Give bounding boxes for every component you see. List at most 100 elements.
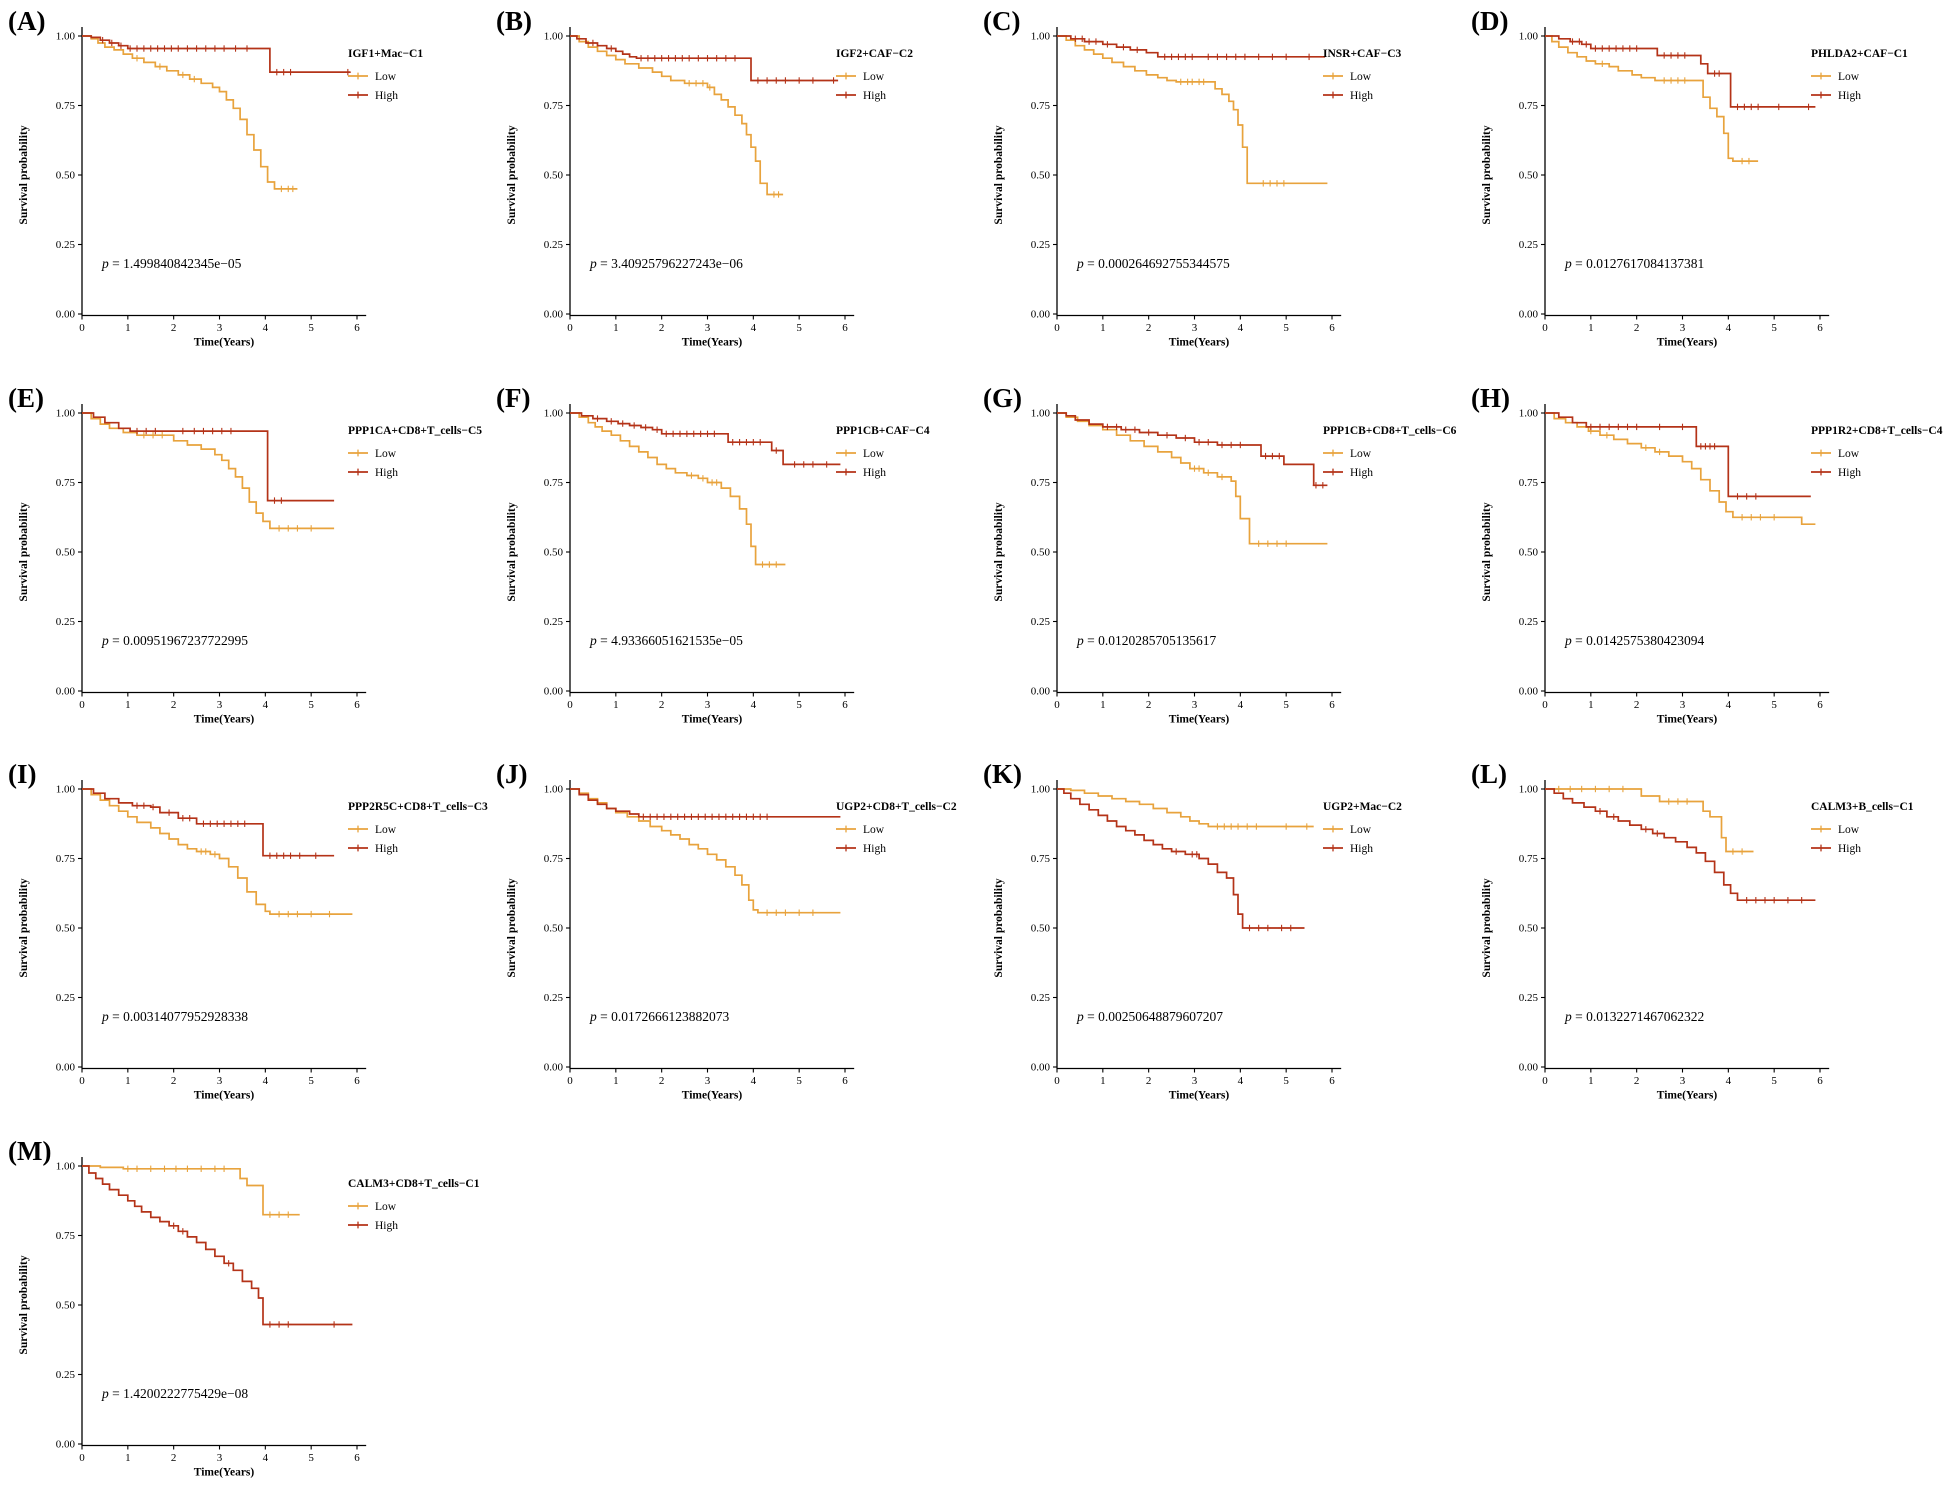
legend: PPP2R5C+CD8+T_cells−C3 Low High	[348, 801, 488, 855]
legend-title: CALM3+CD8+T_cells−C1	[348, 1178, 480, 1190]
km-plot-C: (C) 1.00 0.75 0.50 0.25 0.000 1 2 3 4 5 6 Time(Years…	[983, 6, 1402, 349]
x-tick-label: 5	[308, 322, 314, 334]
x-tick-label: 1	[1588, 322, 1594, 334]
legend-title: UGP2+CD8+T_cells−C2	[836, 801, 957, 813]
x-tick-label: 6	[354, 322, 360, 334]
x-ticks: 0 1 2 3 4 5 6	[1054, 1068, 1335, 1087]
km-plot-H: (H) 1.00 0.75 0.50 0.25 0.00 0 1 2 3 4 5 6 Time(Years…	[1471, 383, 1943, 726]
legend: CALM3+CD8+T_cells−C1 Low High	[348, 1178, 480, 1232]
y-tick-label: 0.25	[56, 992, 76, 1004]
legend-entry-label: High	[1350, 90, 1373, 102]
legend-entry-high: High	[348, 90, 398, 102]
x-tick-label: 4	[750, 699, 756, 711]
legend-entry-high: High	[1810, 467, 1861, 479]
y-tick-label: 0.75	[543, 853, 563, 865]
y-tick-label: 0.00	[1518, 685, 1538, 697]
x-tick-label: 6	[842, 322, 848, 334]
x-tick-label: 2	[1146, 322, 1152, 334]
panel-label: (E)	[8, 383, 44, 413]
y-tick-label: 0.75	[56, 477, 76, 489]
km-panel-B: (B) 1.00 0.75 0.50 0.25 0.00 0 1 2 3 4 5 6 Time(Years…	[488, 0, 976, 377]
legend-entry-low: Low	[1323, 448, 1372, 460]
high-survival-curve	[1544, 411, 1811, 497]
legend-entry-label: High	[863, 90, 886, 102]
axes	[1056, 27, 1342, 317]
x-tick-label: 1	[125, 322, 131, 334]
panel-label: (A)	[8, 6, 45, 36]
x-tick-label: 1	[1100, 322, 1106, 334]
y-tick-label: 0.00	[543, 685, 563, 697]
x-axis-title: Time(Years)	[194, 713, 255, 725]
low-censor-marks	[1214, 823, 1310, 830]
x-tick-label: 4	[1725, 1075, 1731, 1087]
km-plot-B: (B) 1.00 0.75 0.50 0.25 0.00 0 1 2 3 4 5 6 Time(Years…	[496, 6, 913, 349]
low-censor-marks	[133, 55, 297, 193]
low-survival-curve	[1057, 35, 1328, 185]
p-value-text: p = 0.0172666123882073	[589, 1009, 729, 1024]
x-tick-label: 5	[796, 322, 802, 334]
legend-entry-label: High	[375, 1220, 398, 1232]
y-tick-label: 0.75	[1518, 853, 1538, 865]
legend-entry-low: Low	[348, 71, 397, 83]
axes	[568, 27, 854, 317]
y-tick-label: 0.75	[1518, 477, 1538, 489]
high-censor-marks	[1568, 38, 1812, 111]
y-axis-title: Survival probability	[1481, 878, 1493, 977]
y-axis-title: Survival probability	[506, 878, 518, 977]
p-value-text: p = 1.4200222775429e−08	[101, 1386, 248, 1401]
legend-entry-low: Low	[1323, 824, 1372, 836]
legend-entry-low: Low	[1810, 71, 1860, 83]
x-tick-label: 3	[217, 1075, 223, 1087]
legend-entry-label: Low	[375, 71, 397, 83]
high-censor-marks	[1104, 423, 1327, 488]
y-axis-title: Survival probability	[18, 502, 30, 601]
x-tick-label: 3	[704, 322, 710, 334]
y-tick-label: 0.00	[543, 1062, 563, 1074]
legend-entry-label: Low	[375, 448, 397, 460]
legend-entry-label: Low	[1838, 824, 1860, 836]
km-panel-K: (K) 1.00 0.75 0.50 0.25 0.00 0 1 2 3 4 5 6 Time(Years…	[975, 753, 1463, 1130]
high-survival-curve	[1057, 411, 1328, 486]
km-panel-M: (M) 1.00 0.75 0.50 0.25 0.00 0 1 2 3 4 5 6 Time(Years…	[0, 1130, 488, 1506]
axes	[1543, 780, 1829, 1070]
legend-entry-low: Low	[835, 71, 884, 83]
legend-entry-label: High	[375, 90, 398, 102]
y-axis-title: Survival probability	[506, 125, 518, 224]
x-tick-label: 2	[1146, 699, 1152, 711]
y-ticks: 1.00 0.75 0.50 0.25 0.00	[56, 1160, 82, 1450]
x-axis-title: Time(Years)	[1169, 1090, 1230, 1102]
x-tick-label: 1	[125, 1452, 131, 1464]
y-tick-label: 1.00	[1031, 784, 1051, 796]
y-tick-label: 0.50	[1518, 923, 1538, 935]
panel-label: (F)	[496, 383, 530, 413]
y-tick-label: 0.50	[56, 170, 76, 182]
x-axis-title: Time(Years)	[681, 337, 742, 349]
legend-entry-high: High	[348, 467, 398, 479]
x-tick-label: 0	[79, 1452, 85, 1464]
legend: PPP1CB+CD8+T_cells−C6 Low High	[1323, 425, 1457, 479]
x-tick-label: 4	[750, 322, 756, 334]
panel-label: (B)	[496, 6, 532, 36]
legend-entry-label: Low	[1838, 71, 1860, 83]
panel-label: (L)	[1471, 759, 1507, 789]
x-tick-label: 3	[217, 1452, 223, 1464]
high-censor-marks	[593, 414, 830, 468]
x-tick-label: 0	[1542, 1075, 1548, 1087]
y-tick-label: 0.25	[1031, 992, 1051, 1004]
axes	[81, 780, 367, 1070]
axes	[568, 780, 854, 1070]
legend: UGP2+Mac−C2 Low High	[1323, 801, 1402, 855]
y-tick-label: 0.25	[1031, 616, 1051, 628]
y-tick-label: 0.25	[543, 992, 563, 1004]
x-tick-label: 1	[1588, 699, 1594, 711]
x-tick-label: 2	[658, 1075, 664, 1087]
legend-entry-label: High	[1838, 90, 1861, 102]
legend-entry-low: Low	[1810, 824, 1860, 836]
x-tick-label: 3	[1679, 699, 1685, 711]
x-tick-label: 5	[1771, 322, 1777, 334]
y-tick-label: 0.50	[1518, 170, 1538, 182]
high-survival-curve	[569, 788, 840, 818]
x-tick-label: 1	[1100, 699, 1106, 711]
panel-label: (J)	[496, 759, 527, 789]
high-survival-curve	[82, 35, 351, 73]
